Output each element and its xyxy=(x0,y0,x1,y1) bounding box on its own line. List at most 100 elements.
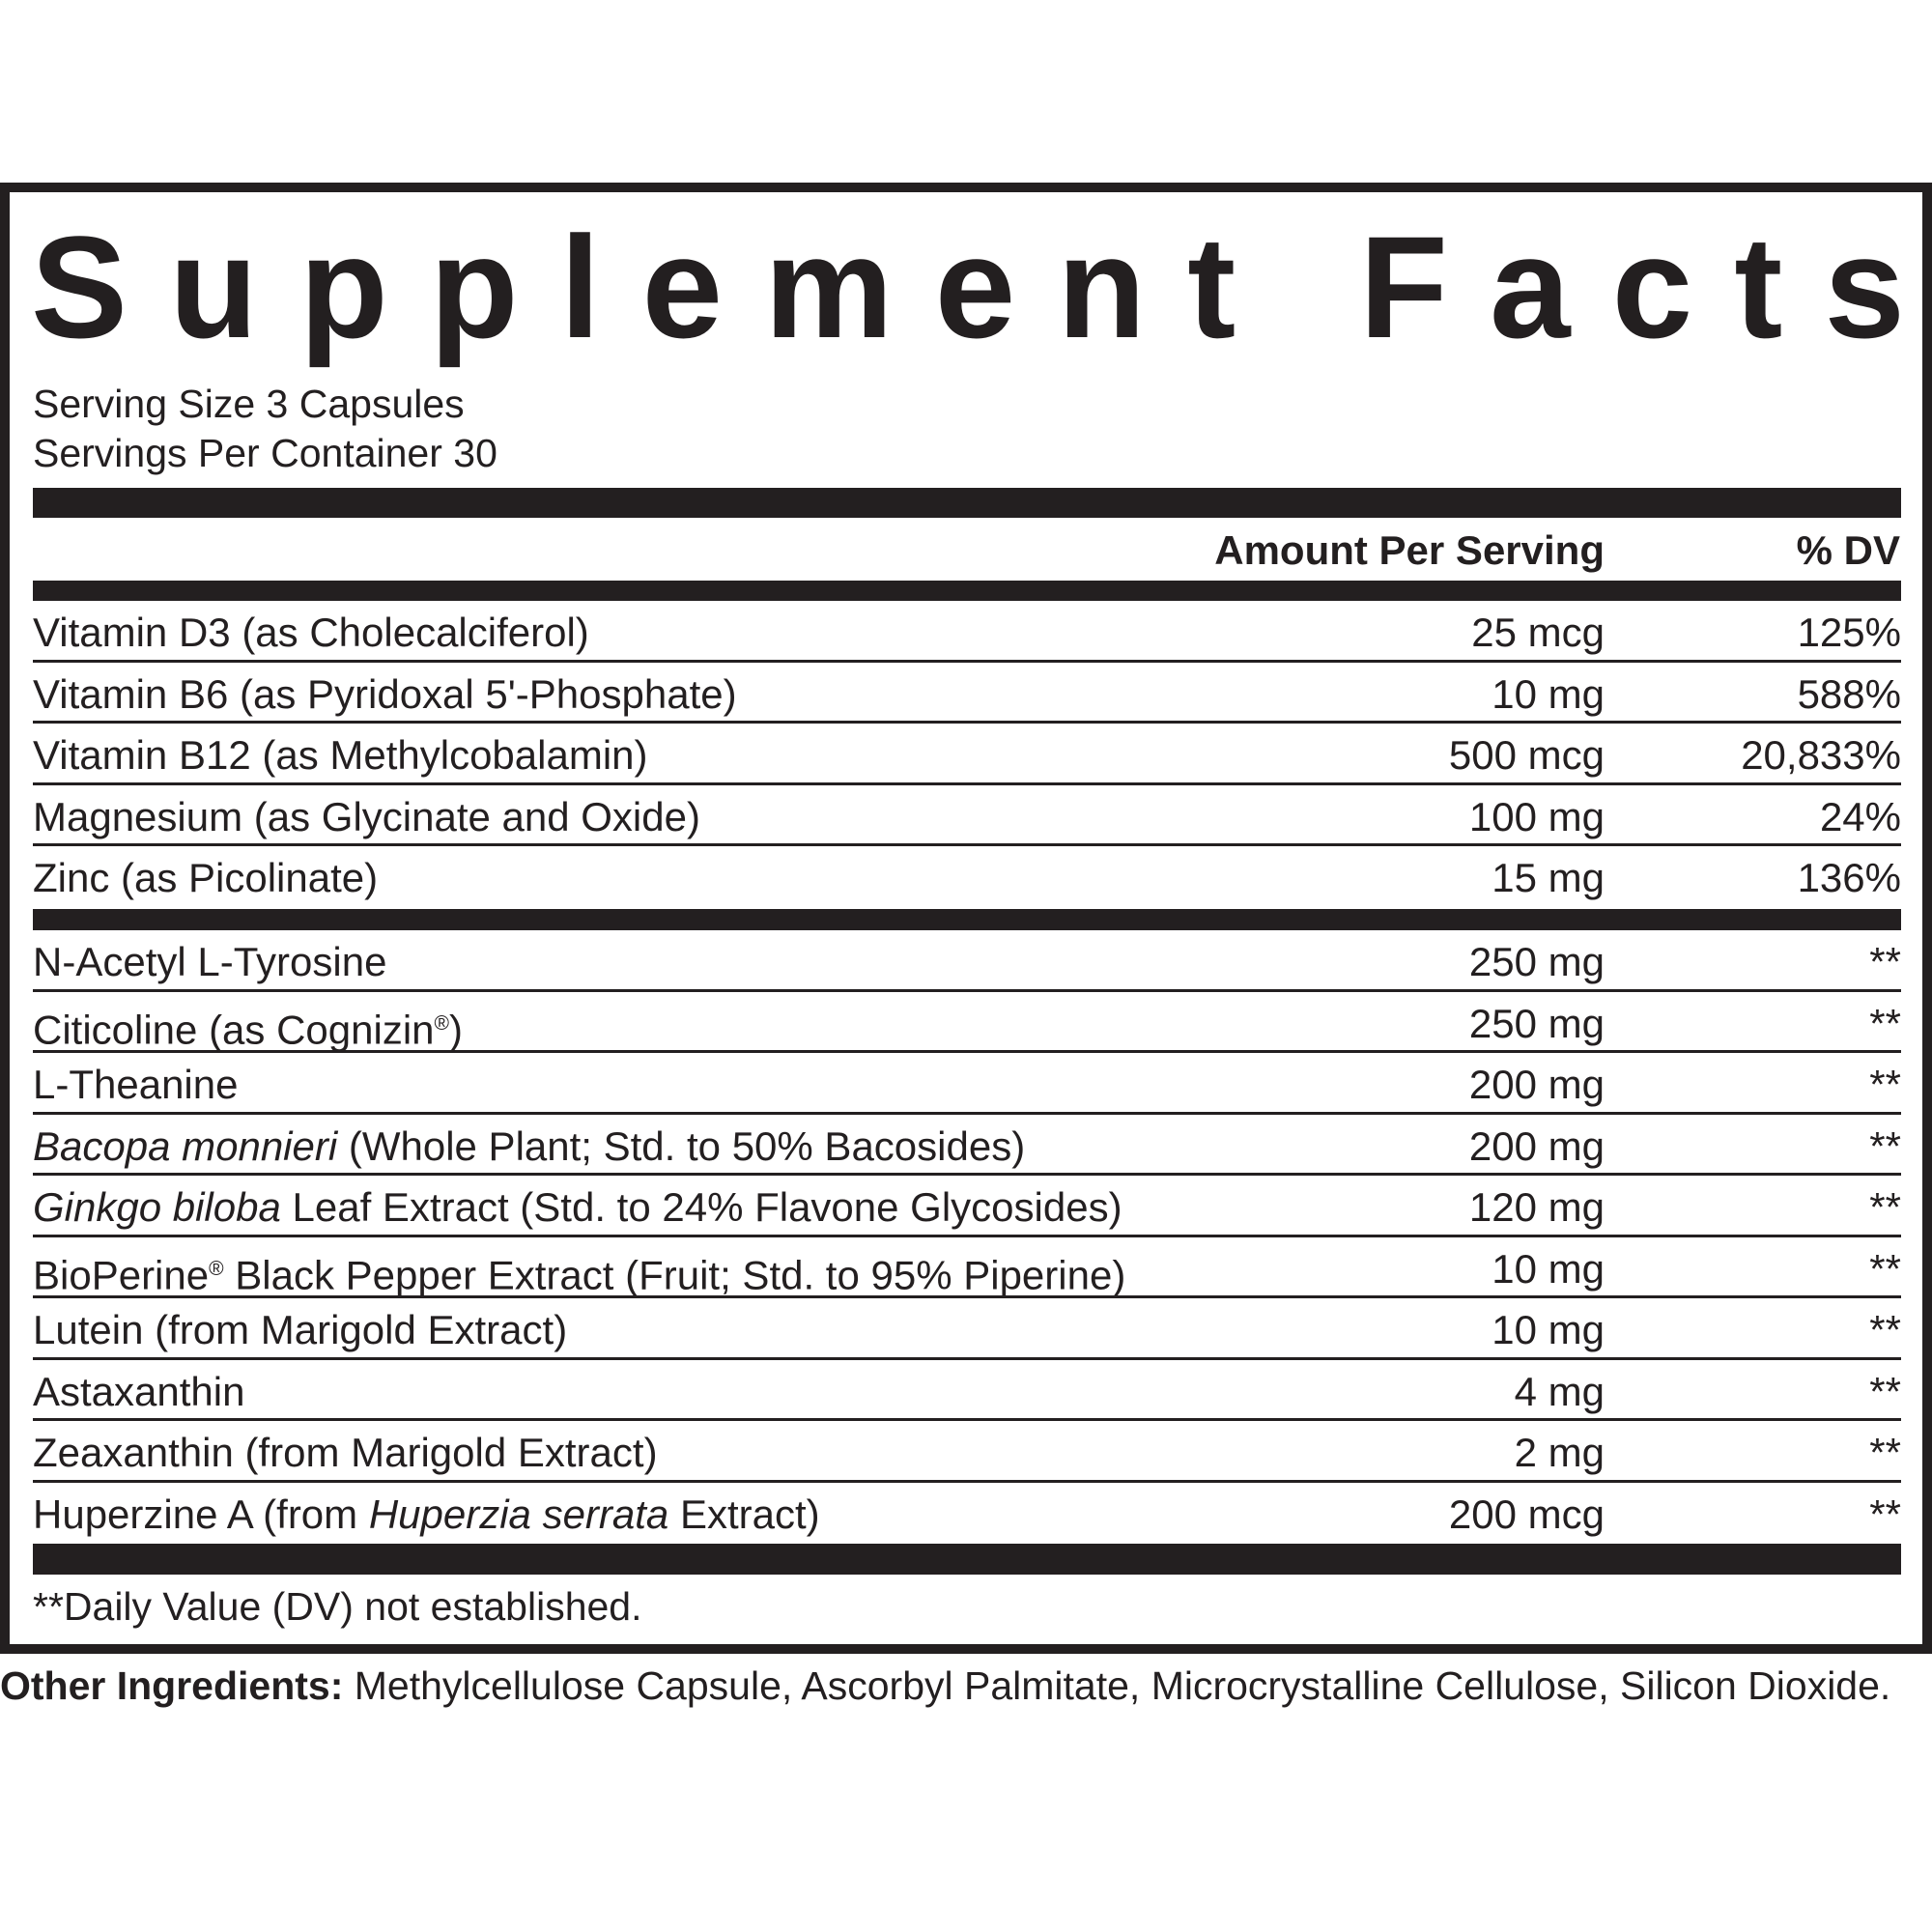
nutrient-name: Vitamin D3 (as Cholecalciferol) xyxy=(33,609,589,657)
nutrient-name-part: Vitamin D3 (as Cholecalciferol) xyxy=(33,610,589,655)
title-letter: t xyxy=(1734,206,1783,368)
group-divider xyxy=(33,909,1901,930)
title-letter: t xyxy=(1187,206,1236,368)
nutrient-name: Vitamin B12 (as Methylcobalamin) xyxy=(33,731,648,780)
nutrient-name-part: Lutein (from Marigold Extract) xyxy=(33,1307,568,1352)
nutrient-name: Vitamin B6 (as Pyridoxal 5'-Phosphate) xyxy=(33,670,737,719)
nutrient-name-part: L-Theanine xyxy=(33,1062,239,1107)
nutrient-amount: 10 mg xyxy=(1492,1307,1605,1352)
nutrient-name-part: Bacopa monnieri xyxy=(33,1122,338,1169)
nutrient-amount: 250 mg xyxy=(1468,939,1605,984)
nutrient-name-part: Ginkgo biloba xyxy=(33,1184,281,1230)
title-letter: u xyxy=(169,206,258,368)
title-letter: n xyxy=(1057,206,1147,368)
nutrient-row: Vitamin D3 (as Cholecalciferol) 25 mcg 125… xyxy=(33,601,1901,663)
title-letter: p xyxy=(299,206,388,368)
nutrient-name-part: Huperzia serrata xyxy=(368,1491,669,1537)
nutrient-name-part: Citicoline (as Cognizin xyxy=(33,1007,435,1053)
nutrient-name-part: Vitamin B12 (as Methylcobalamin) xyxy=(33,732,648,778)
nutrient-name-part: (Whole Plant; Std. to 50% Bacosides) xyxy=(337,1122,1026,1169)
title-letter: a xyxy=(1490,206,1571,368)
nutrient-amount: 25 mcg xyxy=(1471,610,1605,655)
amount-header: Amount Per Serving xyxy=(1214,527,1605,573)
serving-size: Serving Size 3 Capsules xyxy=(33,382,465,426)
nutrient-name: L-Theanine xyxy=(33,1061,238,1109)
nutrient-name-part: Zeaxanthin (from Marigold Extract) xyxy=(33,1430,658,1475)
vitamins-list: Vitamin D3 (as Cholecalciferol) 25 mcg 125… xyxy=(33,601,1901,908)
nutrient-row: Zinc (as Picolinate) 15 mg 136% xyxy=(33,846,1901,908)
nutrient-name: Astaxanthin xyxy=(33,1368,244,1416)
nutrient-amount: 250 mg xyxy=(1468,1000,1605,1046)
nutrient-name: Ginkgo biloba Leaf Extract (Std. to 24% … xyxy=(33,1183,1122,1232)
nutrient-amount: 200 mcg xyxy=(1448,1491,1605,1537)
nutrient-name: Zinc (as Picolinate) xyxy=(33,854,378,902)
nutrient-row: Astaxanthin 4 mg ** xyxy=(33,1360,1901,1421)
nutrient-name: Citicoline (as Cognizin®) xyxy=(33,1000,463,1055)
nutrient-dv: 24% xyxy=(1819,793,1901,839)
nutrient-dv: 20,833% xyxy=(1741,732,1901,778)
footnote: **Daily Value (DV) not established. xyxy=(33,1584,642,1629)
nutrient-dv: ** xyxy=(1869,1184,1901,1230)
servings-per-container: Servings Per Container 30 xyxy=(33,431,497,475)
nutrient-dv: 136% xyxy=(1797,855,1901,900)
nutrient-row: Citicoline (as Cognizin®) 250 mg ** xyxy=(33,992,1901,1055)
nutrient-amount: 15 mg xyxy=(1492,855,1605,900)
nutrient-amount: 500 mcg xyxy=(1448,732,1605,778)
nutrient-dv: ** xyxy=(1869,939,1901,984)
nutrient-row: Vitamin B12 (as Methylcobalamin) 500 mcg 2… xyxy=(33,724,1901,785)
nutrient-row: Vitamin B6 (as Pyridoxal 5'-Phosphate) 10… xyxy=(33,663,1901,724)
nutrient-name-part: Zinc (as Picolinate) xyxy=(33,855,379,900)
nutrient-name-part: N-Acetyl L-Tyrosine xyxy=(33,939,387,984)
nutrient-name: Bacopa monnieri (Whole Plant; Std. to 50… xyxy=(33,1122,1025,1171)
nutrient-name-part: Vitamin B6 (as Pyridoxal 5'-Phosphate) xyxy=(33,670,737,717)
title-letter: c xyxy=(1611,206,1693,368)
nutrient-name-part: Astaxanthin xyxy=(33,1368,245,1414)
nutrient-row: BioPerine® Black Pepper Extract (Fruit; … xyxy=(33,1237,1901,1298)
nutrient-row: Ginkgo biloba Leaf Extract (Std. to 24% … xyxy=(33,1176,1901,1237)
nutrient-dv: ** xyxy=(1869,1122,1901,1169)
nutrient-name: Lutein (from Marigold Extract) xyxy=(33,1306,567,1354)
title-letter: S xyxy=(31,206,128,368)
nutrient-amount: 200 mg xyxy=(1468,1122,1605,1169)
other-ingredients-label: Other Ingredients: xyxy=(0,1663,344,1708)
title-letter: F xyxy=(1359,206,1448,368)
nutrient-row: Huperzine A (from Huperzia serrata Extra… xyxy=(33,1483,1901,1545)
nutrient-amount: 10 mg xyxy=(1492,1245,1605,1292)
title-letter: e xyxy=(934,206,1016,368)
nutrient-name-part: Huperzine A (from xyxy=(33,1491,369,1537)
nutrient-name-part: ® xyxy=(209,1257,224,1280)
nutrient-row: N-Acetyl L-Tyrosine 250 mg ** xyxy=(33,930,1901,992)
title-letter: p xyxy=(429,206,519,368)
nutrient-name: Huperzine A (from Huperzia serrata Extra… xyxy=(33,1491,820,1539)
title-letter xyxy=(1277,205,1318,369)
nutrient-name-part: ® xyxy=(434,1011,449,1035)
title-letter: m xyxy=(764,206,894,368)
other-ingredients: Other Ingredients: Methylcellulose Capsu… xyxy=(0,1662,1932,1711)
nutrient-amount: 120 mg xyxy=(1468,1184,1605,1230)
dv-header: % DV xyxy=(1796,527,1900,573)
title-letter: e xyxy=(641,206,724,368)
nutrient-dv: ** xyxy=(1869,1000,1901,1046)
nutrient-name: Magnesium (as Glycinate and Oxide) xyxy=(33,793,700,841)
header-divider xyxy=(33,581,1901,601)
nutrient-dv: ** xyxy=(1869,1307,1901,1352)
nutrient-name: Zeaxanthin (from Marigold Extract) xyxy=(33,1429,658,1477)
nutrient-row: Zeaxanthin (from Marigold Extract) 2 mg ** xyxy=(33,1421,1901,1483)
ingredients-list: N-Acetyl L-Tyrosine 250 mg ** Citicoline (a… xyxy=(33,930,1901,1544)
nutrient-name-part: Leaf Extract (Std. to 24% Flavone Glycos… xyxy=(280,1184,1122,1230)
nutrient-dv: ** xyxy=(1869,1245,1901,1292)
bottom-divider xyxy=(33,1544,1901,1575)
nutrient-dv: 588% xyxy=(1797,670,1901,717)
nutrient-amount: 4 mg xyxy=(1514,1368,1605,1414)
nutrient-name-part: ) xyxy=(449,1007,463,1053)
title-letter: l xyxy=(559,206,601,368)
nutrient-name-part: Magnesium (as Glycinate and Oxide) xyxy=(33,793,700,839)
nutrient-row: L-Theanine 200 mg ** xyxy=(33,1053,1901,1115)
nutrient-dv: ** xyxy=(1869,1430,1901,1475)
nutrient-row: Magnesium (as Glycinate and Oxide) 100 mg… xyxy=(33,785,1901,846)
nutrient-amount: 10 mg xyxy=(1492,670,1605,717)
thick-divider xyxy=(33,488,1901,518)
supplement-facts-panel xyxy=(0,183,1932,1654)
nutrient-row: Bacopa monnieri (Whole Plant; Std. to 50… xyxy=(33,1115,1901,1176)
